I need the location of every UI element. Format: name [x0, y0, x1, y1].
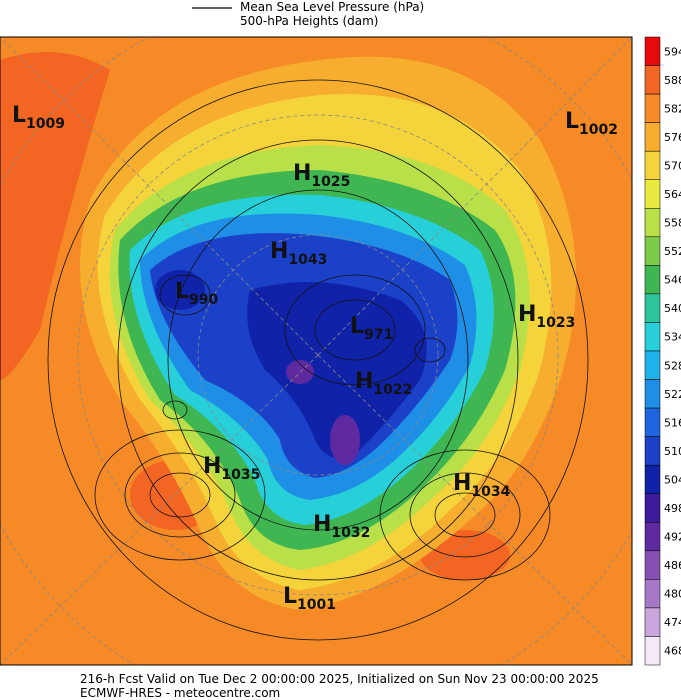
- colorbar-label: 564: [664, 188, 681, 201]
- colorbar-label: 504: [664, 473, 681, 486]
- center-pressure: 1023: [536, 315, 575, 331]
- pressure-center: H1034: [453, 471, 511, 500]
- height-field: [0, 52, 110, 380]
- pressure-center: L971: [350, 314, 393, 343]
- colorbar-swatch: [644, 36, 661, 66]
- pressure-center: H1035: [203, 454, 260, 483]
- center-letter: H: [313, 512, 331, 537]
- center-letter: H: [270, 239, 288, 264]
- colorbar-swatch: [644, 179, 661, 209]
- colorbar-label: 528: [664, 359, 681, 372]
- pressure-center: H1032: [313, 512, 370, 541]
- colorbar: 594 588 582 576 570 564 558 552 546 540 534 528 522 5…: [644, 36, 681, 666]
- colorbar-swatch: [644, 208, 661, 238]
- colorbar-label: 594: [664, 45, 681, 58]
- colorbar-swatch: [644, 407, 661, 437]
- center-letter: L: [283, 584, 297, 609]
- colorbar-label: 510: [664, 445, 681, 458]
- height-field: [155, 270, 205, 310]
- center-letter: H: [293, 161, 311, 186]
- pressure-center: L1001: [283, 584, 336, 613]
- colorbar-swatch: [644, 464, 661, 494]
- colorbar-swatch: [644, 265, 661, 295]
- colorbar-label: 540: [664, 302, 681, 315]
- colorbar-label: 534: [664, 331, 681, 344]
- colorbar-swatch: [644, 350, 661, 380]
- colorbar-swatch: [644, 122, 661, 152]
- center-letter: H: [518, 302, 536, 327]
- center-pressure: 971: [364, 327, 393, 343]
- colorbar-swatch: [644, 150, 661, 180]
- center-pressure: 1043: [288, 252, 327, 268]
- colorbar-label: 522: [664, 388, 681, 401]
- pressure-center: H1022: [355, 369, 412, 398]
- pressure-center: H1043: [270, 239, 327, 268]
- center-letter: L: [175, 279, 189, 304]
- center-letter: H: [355, 369, 373, 394]
- pressure-center: L990: [175, 279, 219, 308]
- colorbar-swatch: [644, 493, 661, 523]
- colorbar-label: 498: [664, 502, 681, 515]
- footer-text: ECMWF-HRES - meteocentre.com: [80, 686, 280, 700]
- colorbar-label: 582: [664, 102, 681, 115]
- colorbar-swatch: [644, 322, 661, 352]
- center-pressure: 1009: [26, 116, 65, 132]
- center-letter: L: [565, 109, 579, 134]
- colorbar-label: 492: [664, 531, 681, 544]
- colorbar-label: 552: [664, 245, 681, 258]
- colorbar-swatch: [644, 379, 661, 409]
- colorbar-swatch: [644, 236, 661, 266]
- center-pressure: 990: [189, 292, 218, 308]
- pressure-center: L1009: [12, 103, 65, 132]
- center-pressure: 1032: [331, 525, 370, 541]
- center-letter: H: [453, 471, 471, 496]
- colorbar-label: 474: [664, 616, 681, 629]
- colorbar-label: 546: [664, 274, 681, 287]
- colorbar-swatch: [644, 550, 661, 580]
- colorbar-swatch: [644, 522, 661, 552]
- center-pressure: 1034: [471, 484, 510, 500]
- legend-label: Mean Sea Level Pressure (hPa): [240, 0, 424, 14]
- colorbar-label: 588: [664, 74, 681, 87]
- center-pressure: 1001: [297, 597, 336, 613]
- colorbar-label: 570: [664, 159, 681, 172]
- footer-text: 216-h Fcst Valid on Tue Dec 2 00:00:00 2…: [80, 672, 599, 686]
- center-pressure: 1035: [221, 467, 260, 483]
- height-field: [247, 282, 427, 458]
- colorbar-swatch: [644, 636, 661, 666]
- colorbar-swatch: [644, 93, 661, 123]
- legend-label: 500-hPa Heights (dam): [240, 14, 378, 28]
- isobars: [47, 79, 589, 641]
- center-letter: H: [203, 454, 221, 479]
- colorbar-swatch: [644, 436, 661, 466]
- center-letter: L: [350, 314, 364, 339]
- colorbar-label: 486: [664, 559, 681, 572]
- colorbar-label: 516: [664, 416, 681, 429]
- center-letter: L: [12, 103, 26, 128]
- colorbar-label: 576: [664, 131, 681, 144]
- pressure-center: L1002: [565, 109, 618, 138]
- colorbar-swatch: [644, 65, 661, 95]
- center-pressure: 1002: [579, 122, 618, 138]
- map-frame: [0, 36, 633, 666]
- center-pressure: 1025: [311, 174, 350, 190]
- colorbar-label: 468: [664, 645, 681, 658]
- colorbar-label: 558: [664, 217, 681, 230]
- colorbar-swatch: [644, 293, 661, 323]
- center-pressure: 1022: [373, 382, 412, 398]
- height-field: [330, 415, 360, 465]
- pressure-centers: L1009 L1002H1025H1043L990L971H1023H1022H1…: [12, 103, 618, 613]
- colorbar-label: 480: [664, 588, 681, 601]
- pressure-center: H1023: [518, 302, 575, 331]
- pressure-center: H1025: [293, 161, 350, 190]
- colorbar-swatch: [644, 579, 661, 609]
- colorbar-swatch: [644, 607, 661, 637]
